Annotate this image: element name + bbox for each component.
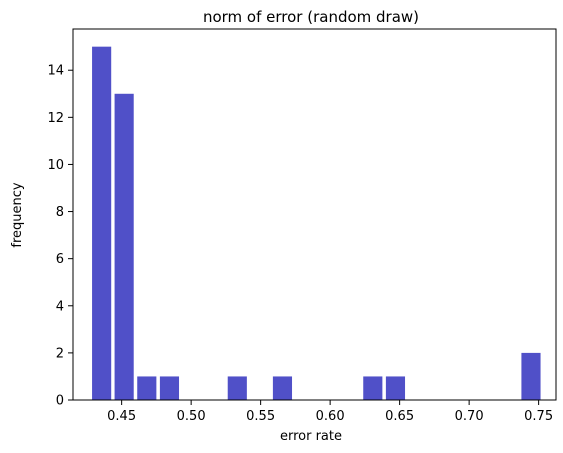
x-tick-label: 0.55	[246, 409, 275, 424]
x-tick-label: 0.70	[455, 409, 484, 424]
x-axis-ticks: 0.45 0.50 0.55 0.60 0.65 0.70 0.75	[107, 400, 553, 424]
y-tick-label: 8	[56, 205, 64, 220]
y-tick-label: 6	[56, 252, 64, 267]
y-tick-label: 2	[56, 346, 64, 361]
x-tick-label: 0.50	[177, 409, 206, 424]
bar-1	[114, 93, 134, 401]
bar-0	[92, 46, 112, 401]
y-tick-label: 10	[47, 158, 64, 173]
bars-group	[92, 46, 541, 401]
chart-title: norm of error (random draw)	[203, 8, 419, 26]
bar-8	[521, 352, 541, 400]
y-axis-label: frequency	[10, 182, 25, 248]
y-tick-label: 0	[56, 394, 64, 409]
y-axis-ticks: 0 2 4 6 8 10 12 14	[47, 64, 73, 409]
bar-2	[137, 376, 157, 400]
x-tick-label: 0.45	[107, 409, 136, 424]
x-axis-label: error rate	[280, 429, 342, 444]
y-tick-label: 4	[56, 299, 64, 314]
bar-3	[159, 376, 180, 400]
y-tick-label: 12	[47, 111, 64, 126]
x-tick-label: 0.75	[524, 409, 553, 424]
bar-4	[227, 376, 247, 400]
y-tick-label: 14	[47, 64, 64, 79]
bar-6	[363, 376, 383, 400]
x-tick-label: 0.60	[316, 409, 345, 424]
bar-5	[272, 376, 293, 400]
plot-frame	[72, 28, 557, 401]
x-tick-label: 0.65	[385, 409, 414, 424]
bar-7	[385, 376, 406, 400]
